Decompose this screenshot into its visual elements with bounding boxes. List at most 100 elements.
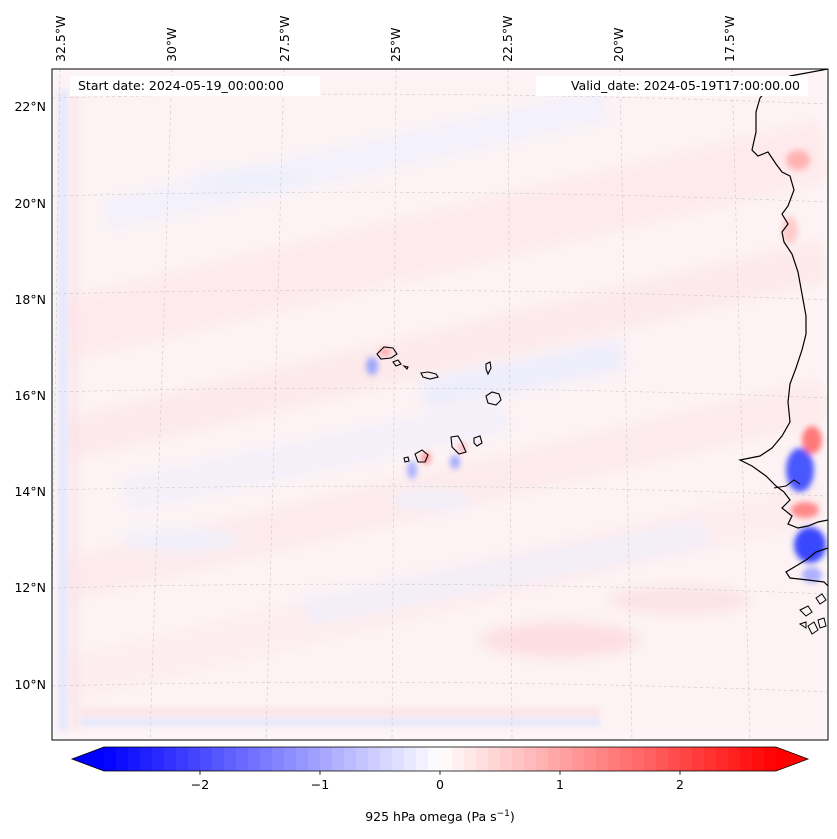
colorbar-ticks: −2 −1 0 1 2 <box>191 771 684 792</box>
colorbar-cell <box>500 747 513 771</box>
lon-label: 27.5°W <box>277 16 292 62</box>
colorbar-cell <box>200 747 213 771</box>
start-date-box <box>70 76 320 96</box>
colorbar-cell <box>644 747 657 771</box>
colorbar-cell <box>560 747 573 771</box>
lat-label: 10°N <box>14 677 46 692</box>
colorbar-cell <box>716 747 729 771</box>
colorbar-cell <box>572 747 585 771</box>
colorbar-cell <box>428 747 441 771</box>
lon-label: 30°W <box>164 27 179 62</box>
colorbar-cell <box>596 747 609 771</box>
colorbar-cell <box>488 747 501 771</box>
bijagos-islands <box>798 593 827 635</box>
colorbar-cell <box>656 747 669 771</box>
valid-date-text: Valid_date: 2024-05-19T17:00:00.00 <box>571 78 800 93</box>
colorbar-cell <box>236 747 249 771</box>
colorbar-cell <box>128 747 141 771</box>
colorbar-cell <box>272 747 285 771</box>
africa-coastline-south <box>785 547 828 587</box>
colorbar-cell <box>740 747 753 771</box>
lat-label: 12°N <box>14 580 46 595</box>
lon-label: 17.5°W <box>722 16 737 62</box>
colorbar-cell <box>404 747 417 771</box>
start-date-text: Start date: 2024-05-19_00:00:00 <box>78 78 284 93</box>
lon-label: 25°W <box>388 27 403 62</box>
colorbar-cell <box>356 747 369 771</box>
lat-label: 16°N <box>14 388 46 403</box>
island-sao-nicolau <box>420 371 439 380</box>
colorbar-cell <box>536 747 549 771</box>
colorbar-cell <box>512 747 525 771</box>
colorbar-cell <box>224 747 237 771</box>
longitude-labels: 32.5°W 30°W 27.5°W 25°W 22.5°W 20°W 17.5… <box>53 16 737 62</box>
colorbar-cells <box>72 747 808 771</box>
colorbar-cell <box>320 747 333 771</box>
colorbar-extend-max <box>776 747 808 771</box>
colorbar-cell <box>140 747 153 771</box>
island-santo-antao <box>376 346 398 360</box>
colorbar-cell <box>704 747 717 771</box>
omega-field <box>52 69 828 740</box>
colorbar-cell <box>152 747 165 771</box>
colorbar-cell <box>476 747 489 771</box>
colorbar-cell <box>620 747 633 771</box>
colorbar: −2 −1 0 1 2 925 hPa omega (Pa s−1) <box>70 746 810 824</box>
colorbar-cell <box>368 747 381 771</box>
colorbar-extend-min <box>72 747 104 771</box>
colorbar-cell <box>524 747 537 771</box>
boundary-bands <box>58 90 600 730</box>
colorbar-cell <box>116 747 129 771</box>
latitude-labels: 22°N 20°N 18°N 16°N 14°N 12°N 10°N <box>14 99 46 692</box>
island-santa-luzia <box>402 364 409 370</box>
colorbar-cell <box>308 747 321 771</box>
colorbar-cell <box>680 747 693 771</box>
colorbar-cell <box>332 747 345 771</box>
colorbar-cell <box>728 747 741 771</box>
colorbar-cell <box>548 747 561 771</box>
map-panel <box>52 69 828 740</box>
lat-label: 18°N <box>14 292 46 307</box>
colorbar-cell <box>440 747 453 771</box>
colorbar-cell <box>692 747 705 771</box>
colorbar-cell <box>380 747 393 771</box>
colorbar-tick-label: 2 <box>676 777 684 792</box>
colorbar-cell <box>452 747 465 771</box>
africa-coastline <box>738 69 828 529</box>
gambia-river <box>773 479 801 489</box>
colorbar-cell <box>584 747 597 771</box>
colorbar-label: 925 hPa omega (Pa s−1) <box>365 809 515 824</box>
island-santiago <box>450 435 467 455</box>
colorbar-tick-label: −2 <box>191 777 209 792</box>
colorbar-cell <box>164 747 177 771</box>
colorbar-cell <box>668 747 681 771</box>
colorbar-cell <box>212 747 225 771</box>
map-frame <box>51 68 829 741</box>
colorbar-outline <box>70 746 810 772</box>
colorbar-tick-label: −1 <box>311 777 329 792</box>
lat-label: 20°N <box>14 196 46 211</box>
valid-date-box <box>536 76 808 96</box>
colorbar-cell <box>284 747 297 771</box>
colorbar-cell <box>296 747 309 771</box>
colorbar-cell <box>188 747 201 771</box>
colorbar-tick-label: 0 <box>436 777 444 792</box>
island-boa-vista <box>485 391 502 406</box>
colorbar-cell <box>764 747 777 771</box>
colorbar-cell <box>344 747 357 771</box>
colorbar-cell <box>260 747 273 771</box>
colorbar-cell <box>248 747 261 771</box>
colorbar-cell <box>632 747 645 771</box>
island-fogo <box>414 449 429 463</box>
colorbar-cell <box>752 747 765 771</box>
colorbar-tick-label: 1 <box>556 777 564 792</box>
colorbar-cell <box>176 747 189 771</box>
colorbar-cell <box>464 747 477 771</box>
colorbar-cell <box>392 747 405 771</box>
lon-label: 20°W <box>611 27 626 62</box>
gridlines <box>52 69 828 740</box>
lon-label: 32.5°W <box>53 16 68 62</box>
island-maio <box>473 435 483 447</box>
colorbar-cell <box>104 747 117 771</box>
